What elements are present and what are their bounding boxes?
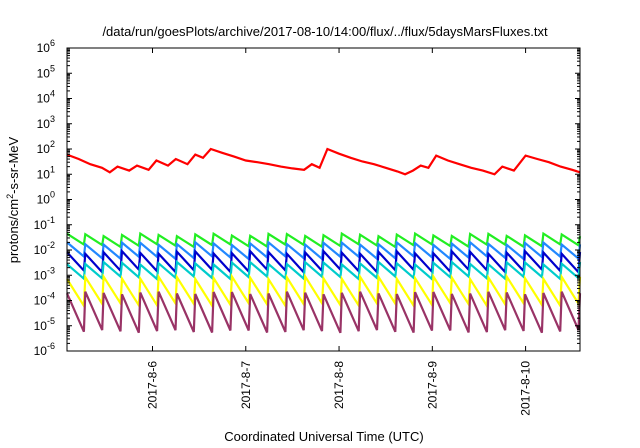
x-tick-label: 2017-8-6: [146, 361, 160, 409]
y-tick-label: 10-3: [34, 265, 55, 282]
y-axis-label: protons/cm2-s-sr-MeV: [5, 136, 21, 263]
x-tick-label: 2017-8-7: [239, 361, 253, 409]
chart-title: /data/run/goesPlots/archive/2017-08-10/1…: [102, 24, 548, 39]
x-axis: 2017-8-6 2017-8-7 2017-8-8 2017-8-9 2017-8-1…: [146, 48, 533, 416]
x-axis-label: Coordinated Universal Time (UTC): [224, 429, 423, 444]
y-tick-label: 10-1: [34, 215, 55, 232]
y-tick-label: 100: [37, 190, 55, 207]
x-tick-label: 2017-8-9: [425, 361, 439, 409]
y-tick-label: 10-5: [34, 316, 55, 333]
y-tick-label: 102: [37, 139, 55, 156]
series-line: [65, 291, 582, 334]
y-tick-label: 10-2: [34, 240, 55, 257]
y-axis-label-rest: -s-sr-MeV: [6, 136, 21, 193]
y-tick-label: 105: [37, 63, 55, 80]
y-axis: 10-6 10-5 10-4 10-3 10-2 10-1 100 101 102 103 104 1…: [34, 38, 580, 358]
plot-series: [65, 147, 582, 334]
y-tick-label: 10-6: [34, 341, 55, 358]
y-tick-label: 104: [37, 89, 55, 106]
y-axis-label-base: protons/cm: [6, 199, 21, 263]
series-line: [66, 231, 582, 249]
series-line: [66, 259, 582, 282]
y-tick-label: 101: [37, 164, 55, 181]
y-tick-label: 103: [37, 114, 55, 131]
y-tick-label: 10-4: [34, 291, 55, 308]
x-tick-label: 2017-8-8: [332, 361, 346, 409]
y-tick-label: 106: [37, 38, 55, 55]
y-axis-label-sup: 2: [5, 194, 15, 199]
x-tick-label: 2017-8-10: [519, 361, 533, 416]
series-line: [66, 147, 581, 176]
